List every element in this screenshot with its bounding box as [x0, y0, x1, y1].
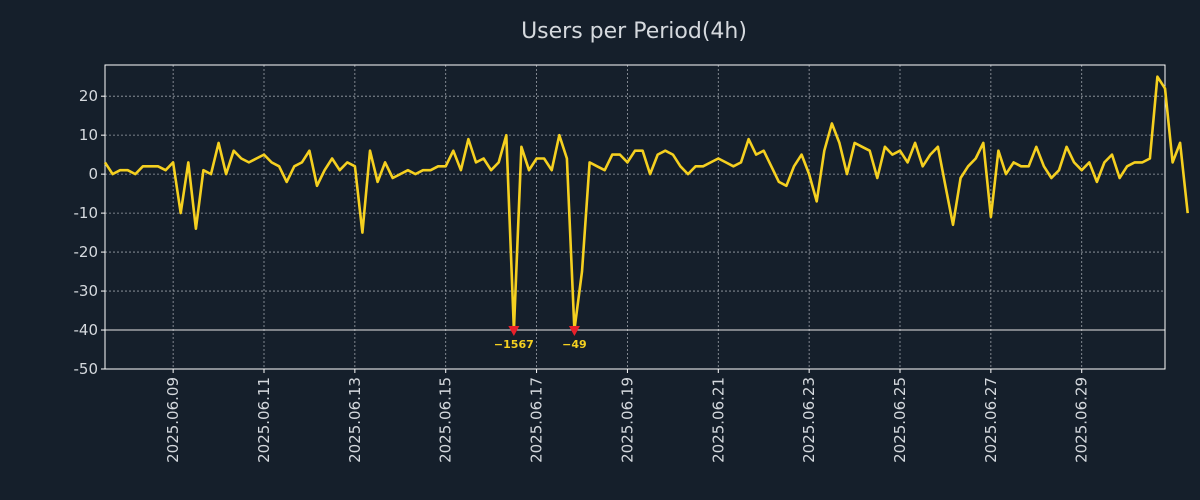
x-tick-label: 2025.06.29	[1073, 377, 1091, 463]
y-tick-label: 10	[79, 126, 98, 144]
x-tick-label: 2025.06.25	[891, 377, 909, 463]
annotations: −1567 −49	[494, 326, 587, 351]
x-tick-label: 2025.06.23	[800, 377, 818, 463]
clip-marker-icon	[568, 326, 580, 337]
axes: 20 10 0 -10 -20 -30 -40 -50 2025.06.09 2025.06.11…	[74, 64, 1166, 463]
y-tick-label: -40	[74, 321, 99, 339]
x-tick-label: 2025.06.21	[709, 377, 727, 463]
y-tick-label: 0	[88, 165, 98, 183]
x-tick-label: 2025.06.11	[255, 377, 273, 463]
x-tick-label: 2025.06.09	[164, 377, 182, 463]
chart-title: Users per Period(4h)	[521, 19, 747, 44]
y-tick-label: -50	[74, 360, 99, 378]
clip-value-label: −1567	[494, 338, 534, 351]
clip-value-label: −49	[562, 338, 587, 351]
x-tick-label: 2025.06.13	[346, 377, 364, 463]
y-tick-label: -30	[74, 282, 99, 300]
plot-frame	[104, 64, 1166, 370]
x-tick-label: 2025.06.15	[437, 377, 455, 463]
series-layer	[103, 75, 1189, 332]
y-tick-label: 20	[79, 87, 98, 105]
x-tick-label: 2025.06.17	[528, 377, 546, 463]
x-tick-label: 2025.06.27	[982, 377, 1000, 463]
series-line	[103, 75, 1189, 332]
x-tick-label: 2025.06.19	[618, 377, 636, 463]
grid	[105, 65, 1165, 370]
clip-marker-icon	[508, 326, 520, 337]
y-tick-label: -20	[74, 243, 99, 261]
y-tick-label: -10	[74, 204, 99, 222]
